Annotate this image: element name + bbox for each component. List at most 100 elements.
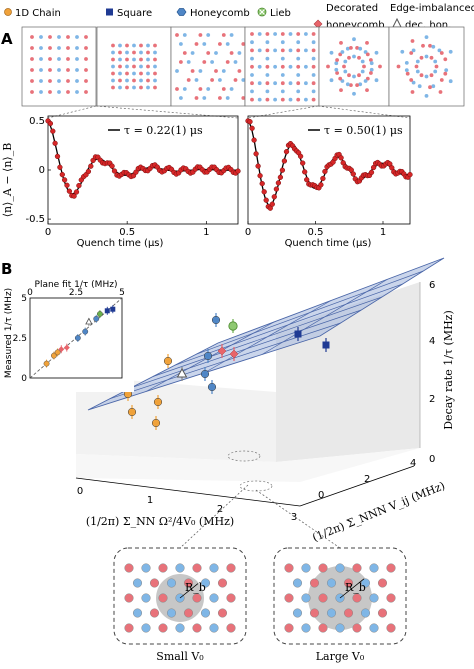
lattice-site: [424, 35, 429, 39]
lattice-site: [84, 46, 88, 50]
lattice-site: [75, 79, 79, 83]
lattice-site: [75, 68, 79, 72]
lattice-site: [132, 608, 143, 618]
lattice-site: [288, 64, 293, 69]
lattice-site: [352, 563, 362, 573]
lattice-site: [225, 96, 230, 100]
legend-marker-honeycomb: [176, 8, 187, 16]
lattice-site: [66, 68, 70, 72]
lattice-site: [284, 593, 294, 603]
lattice-site: [250, 73, 254, 77]
lattice-site: [30, 35, 34, 39]
lattice-site: [439, 51, 444, 55]
lattice-site: [225, 42, 230, 46]
lattice-site: [200, 578, 211, 588]
lattice-site: [431, 44, 436, 49]
data-point-circle: [207, 382, 217, 392]
lattice-site: [39, 57, 43, 61]
lattice-site: [405, 71, 410, 76]
lattice-site: [153, 50, 157, 55]
data-point: [251, 137, 257, 143]
lattice-site: [386, 623, 396, 633]
lattice-site: [429, 73, 434, 78]
lattice-site: [273, 48, 277, 53]
legend-label-decorated-honeycomb-2: honeycomb: [326, 20, 385, 31]
lattice-site: [200, 608, 211, 618]
lattice-site: [311, 89, 316, 94]
lattice-site: [345, 46, 350, 51]
data-point: [73, 189, 80, 195]
lattice-site: [292, 578, 303, 588]
shadow-ellipse: [227, 450, 261, 462]
lattice-site: [175, 69, 179, 73]
lattice-site: [57, 68, 61, 72]
lattice-site: [334, 61, 339, 66]
lattice-site: [146, 78, 150, 83]
data-point: [71, 193, 77, 199]
lattice-site: [175, 563, 185, 573]
lattice-site: [339, 88, 343, 92]
lattice-site: [198, 87, 203, 91]
data-point: [271, 194, 277, 200]
data-point-circle: [127, 407, 137, 417]
lattice-site: [326, 64, 330, 69]
lattice-site: [304, 81, 308, 86]
lattice-site: [409, 51, 414, 55]
data-point: [269, 201, 275, 207]
lattice-site: [48, 57, 52, 61]
x-tick-label: 0.5: [308, 227, 324, 238]
data-point: [253, 151, 259, 157]
lattice-site: [218, 96, 222, 100]
inset-point: [82, 328, 89, 335]
z-tick-label: 0: [429, 454, 435, 465]
x-tick-label: 0: [77, 486, 83, 497]
lattice-site: [257, 81, 262, 86]
lattice-site: [124, 623, 134, 633]
panel-label-b: B: [1, 260, 12, 278]
lattice-site: [66, 90, 70, 94]
lattice-site: [194, 96, 199, 100]
lattice-site: [369, 61, 374, 66]
data-point: [85, 168, 92, 175]
lattice-site: [192, 623, 202, 633]
lattice-site: [439, 78, 444, 82]
lattice-site: [318, 563, 328, 573]
lattice-site: [428, 85, 432, 90]
lattice-site: [265, 40, 270, 45]
lattice-site: [357, 73, 361, 78]
lattice-site: [111, 64, 115, 69]
lattice-site: [410, 39, 415, 43]
lattice-site: [280, 97, 285, 102]
lattice-site: [206, 33, 211, 37]
lattice-site: [206, 87, 211, 91]
lattice-site: [311, 97, 316, 102]
lattice-site: [415, 59, 420, 64]
data-point: [302, 169, 308, 175]
x-tick-label: 1: [380, 227, 386, 238]
lattice-site: [360, 578, 371, 588]
lattice-site: [358, 82, 363, 87]
lattice-site: [396, 64, 401, 69]
lattice-site: [431, 84, 436, 89]
x-tick-label: 1: [147, 495, 153, 506]
legend-label-lieb: Lieb: [270, 8, 291, 19]
inset-xlabel: Plane fit 1/τ (MHz): [35, 280, 118, 290]
legend-label-honeycomb: Honeycomb: [190, 8, 250, 19]
lattice-site: [265, 32, 270, 36]
lattice-site: [75, 57, 79, 61]
lattice-site: [125, 57, 129, 62]
lattice-site: [284, 563, 294, 573]
lattice-site: [39, 68, 43, 72]
lattice-site: [111, 85, 115, 90]
lattice-site: [39, 35, 43, 39]
lattice-site: [280, 64, 285, 69]
lattice-site: [202, 96, 207, 100]
lattice-site: [166, 578, 177, 588]
lattice-site: [318, 623, 328, 633]
lattice-site: [339, 41, 343, 45]
lattice-site: [241, 96, 246, 100]
lattice-site: [250, 89, 254, 94]
y-tick-label: 0: [39, 165, 45, 176]
lattice-site: [288, 32, 293, 36]
lattice-site: [355, 83, 359, 87]
